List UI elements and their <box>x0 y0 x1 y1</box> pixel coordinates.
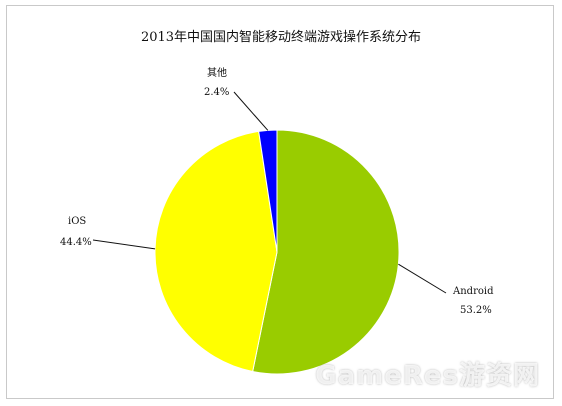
chart-title: 2013年中国国内智能移动终端游戏操作系统分布 <box>140 30 422 45</box>
leader-other <box>233 91 269 131</box>
leader-ios <box>92 239 156 250</box>
leader-lines <box>92 91 447 294</box>
slice-ios <box>154 130 278 373</box>
label-other-name: 其他 <box>207 68 227 79</box>
label-other-value: 2.4% <box>204 87 230 98</box>
pie-slices <box>154 129 400 375</box>
label-ios-name: iOS <box>68 216 87 227</box>
slice-android <box>252 129 400 375</box>
label-ios-value: 44.4% <box>60 237 92 248</box>
label-android-value: 53.2% <box>460 305 492 316</box>
label-android-name: Android <box>453 286 494 297</box>
watermark: GameRes游资网 <box>315 361 540 391</box>
leader-android <box>398 263 447 294</box>
